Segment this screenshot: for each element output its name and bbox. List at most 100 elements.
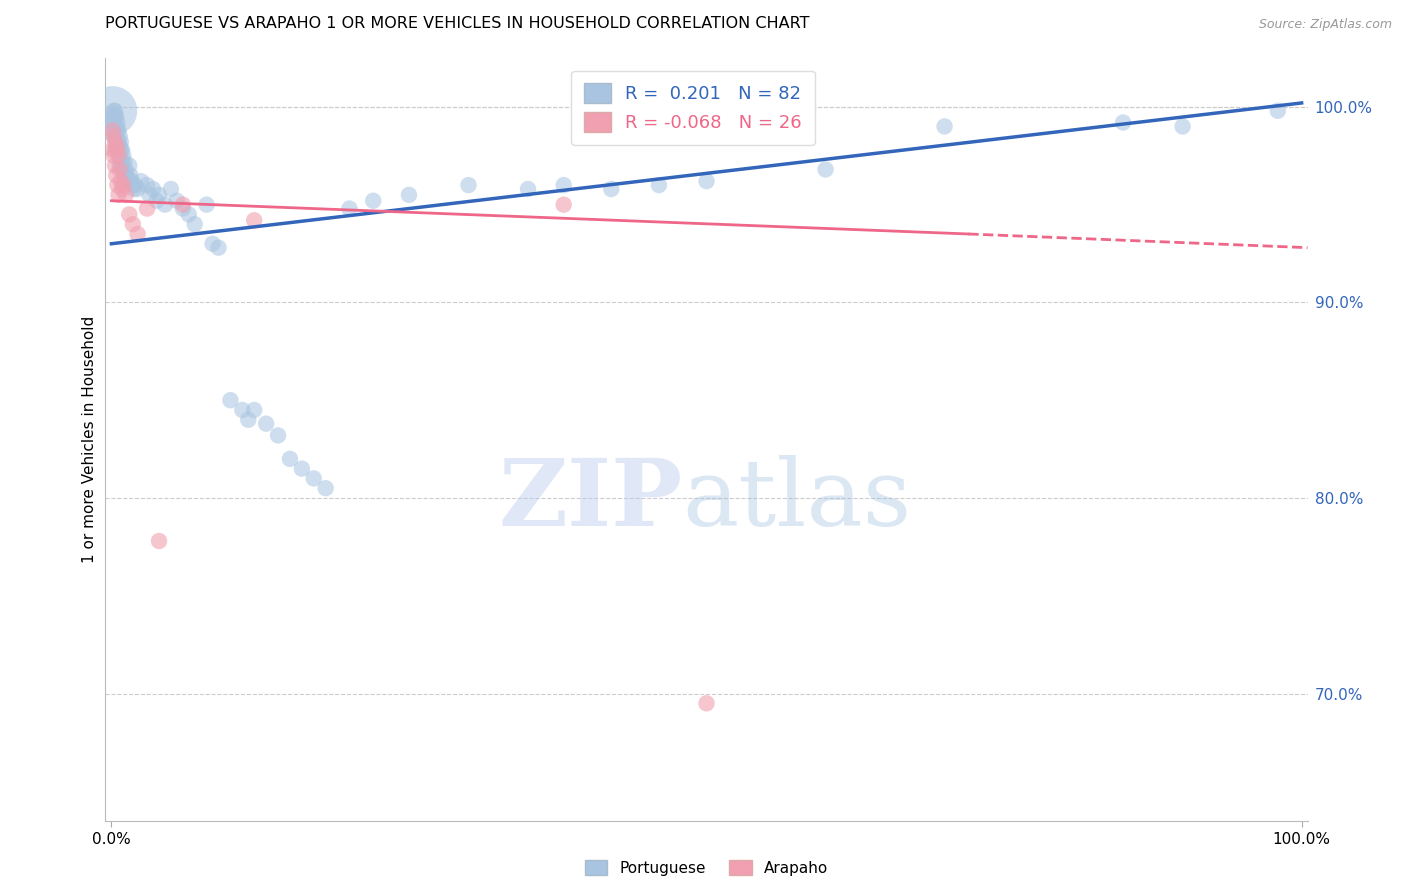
Point	[648, 178, 671, 193]
Point	[398, 187, 420, 202]
Point	[201, 236, 224, 251]
Point	[108, 139, 131, 153]
Point	[103, 110, 125, 124]
Y-axis label: 1 or more Vehicles in Household: 1 or more Vehicles in Household	[82, 316, 97, 563]
Text: atlas: atlas	[682, 455, 911, 545]
Point	[291, 461, 314, 475]
Point	[112, 149, 135, 163]
Text: PORTUGUESE VS ARAPAHO 1 OR MORE VEHICLES IN HOUSEHOLD CORRELATION CHART: PORTUGUESE VS ARAPAHO 1 OR MORE VEHICLES…	[105, 16, 810, 31]
Point	[104, 159, 127, 173]
Point	[238, 413, 260, 427]
Point	[231, 403, 253, 417]
Point	[104, 110, 127, 124]
Point	[117, 174, 139, 188]
Point	[136, 178, 159, 193]
Point	[101, 143, 124, 157]
Point	[110, 154, 132, 169]
Point	[114, 154, 136, 169]
Point	[103, 103, 125, 118]
Point	[114, 187, 136, 202]
Point	[166, 194, 188, 208]
Point	[121, 217, 143, 231]
Point	[278, 451, 301, 466]
Point	[103, 115, 125, 129]
Point	[108, 162, 131, 177]
Point	[553, 197, 575, 211]
Point	[207, 241, 229, 255]
Text: ZIP: ZIP	[498, 455, 682, 545]
Point	[104, 103, 127, 118]
Point	[172, 197, 194, 211]
Point	[1171, 120, 1194, 134]
Point	[105, 115, 128, 129]
Point	[339, 202, 361, 216]
Point	[111, 182, 134, 196]
Point	[105, 120, 128, 134]
Point	[107, 135, 129, 149]
Point	[104, 120, 127, 134]
Point	[105, 139, 128, 153]
Point	[122, 182, 145, 196]
Point	[138, 187, 160, 202]
Point	[118, 207, 141, 221]
Point	[120, 169, 142, 183]
Point	[110, 174, 132, 188]
Point	[696, 174, 718, 188]
Point	[105, 135, 128, 149]
Point	[105, 169, 128, 183]
Point	[104, 143, 127, 157]
Point	[243, 213, 266, 227]
Point	[114, 162, 136, 177]
Point	[107, 187, 129, 202]
Point	[142, 182, 165, 196]
Point	[118, 159, 141, 173]
Point	[127, 227, 149, 241]
Point	[110, 135, 132, 149]
Point	[267, 428, 290, 442]
Point	[148, 533, 170, 548]
Point	[103, 129, 125, 144]
Point	[136, 202, 159, 216]
Point	[105, 123, 128, 137]
Point	[105, 110, 128, 124]
Point	[254, 417, 277, 431]
Point	[219, 393, 242, 408]
Legend: Portuguese, Arapaho: Portuguese, Arapaho	[578, 854, 835, 881]
Point	[517, 182, 540, 196]
Point	[177, 207, 200, 221]
Point	[107, 149, 129, 163]
Point	[121, 174, 143, 188]
Point	[111, 154, 134, 169]
Point	[315, 481, 337, 495]
Point	[172, 202, 194, 216]
Point	[101, 110, 124, 124]
Point	[112, 178, 135, 193]
Point	[124, 178, 146, 193]
Point	[145, 194, 167, 208]
Point	[600, 182, 623, 196]
Point	[160, 182, 183, 196]
Point	[105, 129, 128, 144]
Point	[104, 129, 127, 144]
Point	[103, 149, 125, 163]
Point	[361, 194, 384, 208]
Point	[107, 123, 129, 137]
Point	[101, 120, 124, 134]
Point	[195, 197, 218, 211]
Point	[553, 178, 575, 193]
Point	[101, 103, 124, 118]
Point	[183, 217, 205, 231]
Point	[302, 471, 325, 485]
Point	[934, 120, 956, 134]
Point	[814, 162, 837, 177]
Point	[104, 135, 127, 149]
Point	[1267, 103, 1289, 118]
Point	[243, 403, 266, 417]
Point	[108, 129, 131, 144]
Text: Source: ZipAtlas.com: Source: ZipAtlas.com	[1258, 18, 1392, 31]
Point	[696, 696, 718, 710]
Point	[129, 174, 152, 188]
Point	[127, 182, 149, 196]
Point	[110, 143, 132, 157]
Point	[103, 129, 125, 144]
